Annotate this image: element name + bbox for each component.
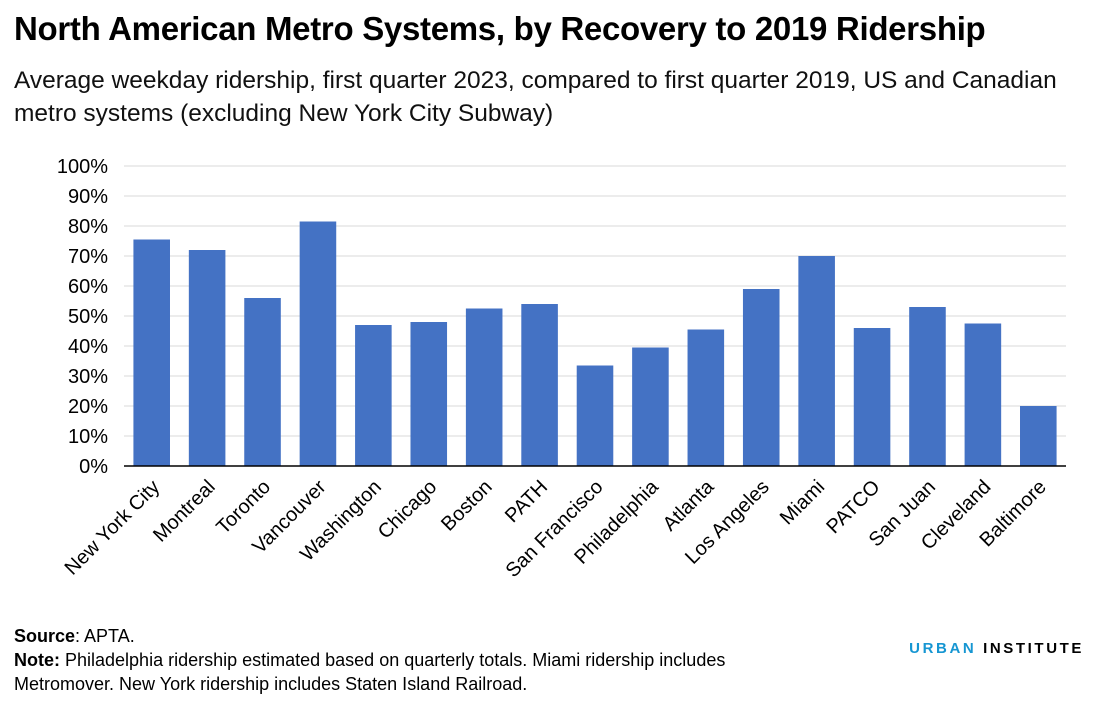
source-text: : APTA. [75,626,135,646]
bar [299,221,337,466]
note-text: Philadelphia ridership estimated based o… [14,650,726,694]
y-tick-label: 60% [68,276,108,298]
note-line: Note: Philadelphia ridership estimated b… [14,648,804,696]
footer: Source: APTA. Note: Philadelphia ridersh… [14,624,804,696]
y-tick-label: 10% [68,426,108,448]
y-tick-label: 20% [68,396,108,418]
bar [632,347,669,466]
bar [1020,406,1057,466]
y-axis: 0% 10% 20% 30% 40% 50% 60% 70% 80% 90% 100% [57,156,108,478]
x-tick-label: Chicago [374,476,441,543]
y-tick-label: 40% [68,336,108,358]
y-tick-label: 50% [68,306,108,328]
bar [355,325,392,466]
chart-subtitle: Average weekday ridership, first quarter… [14,67,1057,127]
bar [188,250,226,466]
bar [576,365,614,466]
source-line: Source: APTA. [14,624,804,648]
y-tick-label: 100% [57,156,108,178]
chart-title: North American Metro Systems, by Recover… [14,10,986,47]
note-label: Note: [14,650,60,670]
bar [410,322,448,466]
bars [133,221,1057,466]
urban-institute-logo: URBAN INSTITUTE [909,640,1084,657]
bar [687,329,725,466]
x-tick-label: New York City [61,476,165,580]
x-tick-label: Boston [437,476,497,536]
x-tick-label: San Francisco [502,476,608,582]
x-tick-label: Miami [776,476,829,529]
bar [853,328,891,466]
gridlines [124,165,1066,437]
bar [465,308,503,466]
bar [133,239,170,466]
y-tick-label: 0% [79,456,108,478]
y-tick-label: 90% [68,186,108,208]
bar [798,256,835,466]
bar [521,304,558,466]
source-label: Source [14,626,76,646]
x-tick-label: Montreal [149,476,220,547]
bar [964,323,1002,466]
bar [742,289,780,466]
logo-urban: URBAN [909,640,977,657]
bar [909,307,946,466]
logo-institute: INSTITUTE [976,640,1084,657]
y-tick-label: 70% [68,246,108,268]
x-axis: New York CityMontrealTorontoVancouverWas… [61,475,1051,582]
bar [244,298,281,466]
y-tick-label: 30% [68,366,108,388]
y-tick-label: 80% [68,216,108,238]
x-tick-label: PATH [501,476,552,527]
